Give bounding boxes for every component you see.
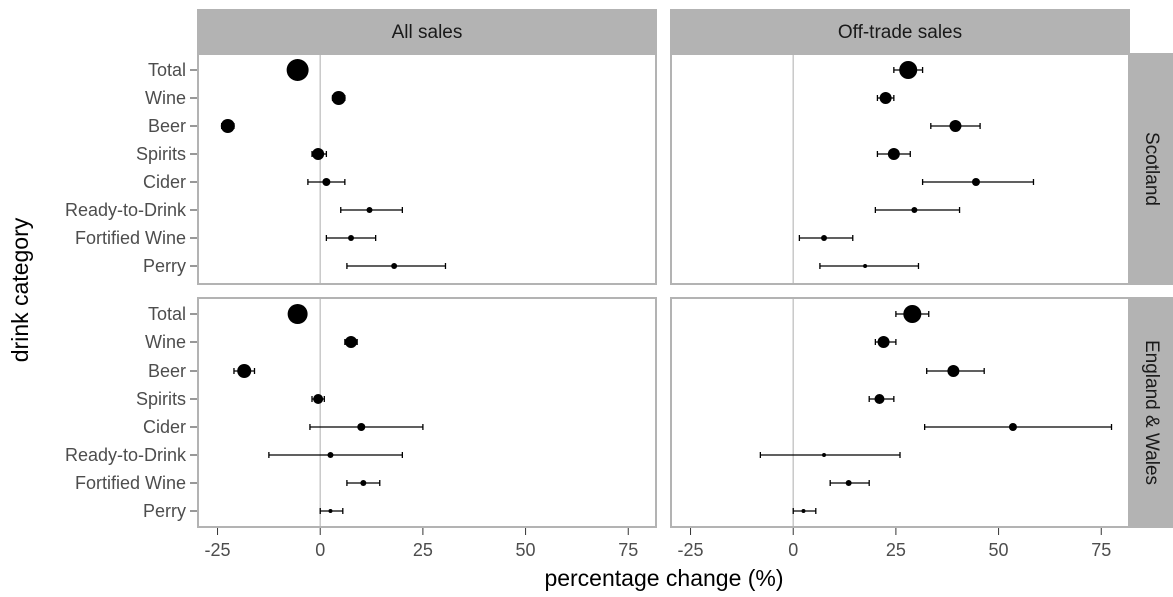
- point-beer: [237, 364, 252, 378]
- point-fortified-wine: [360, 480, 367, 486]
- point-fortified-wine: [845, 480, 852, 486]
- column-strip-all-sales: [197, 9, 657, 53]
- point-perry: [863, 264, 868, 268]
- point-ready-to-drink: [911, 207, 918, 213]
- y-tick-label-fortified-wine: Fortified Wine: [75, 228, 186, 248]
- point-spirits: [313, 394, 324, 404]
- panel-off-trade-sales-england-and-wales: [670, 297, 1130, 528]
- point-beer: [949, 120, 962, 132]
- ci-whisker-ready-to-drink: [759, 452, 901, 458]
- panel-border: [197, 53, 657, 285]
- y-tick-label-beer: Beer: [148, 116, 186, 136]
- row-strip-england-and-wales: [1130, 297, 1173, 528]
- y-tick-label-cider: Cider: [143, 172, 186, 192]
- y-tick-label-beer: Beer: [148, 361, 186, 381]
- point-fortified-wine: [348, 235, 355, 241]
- point-wine: [877, 336, 890, 348]
- ci-whisker-cider: [309, 424, 424, 430]
- panel-border: [670, 53, 1130, 285]
- point-cider: [322, 178, 331, 186]
- point-spirits: [312, 148, 325, 160]
- point-spirits: [887, 148, 900, 160]
- ci-whisker-perry: [819, 263, 920, 269]
- point-perry: [328, 509, 333, 513]
- facet-panels: [197, 53, 1130, 528]
- y-tick-label-fortified-wine: Fortified Wine: [75, 473, 186, 493]
- ci-whisker-ready-to-drink: [268, 452, 404, 458]
- point-ready-to-drink: [327, 452, 334, 458]
- point-spirits: [874, 394, 885, 404]
- point-beer: [947, 365, 960, 377]
- y-tick-label-perry: Perry: [143, 256, 186, 276]
- point-cider: [971, 178, 980, 186]
- x-tick-label: 0: [788, 540, 798, 560]
- y-tick-label-wine: Wine: [145, 88, 186, 108]
- y-tick-label-ready-to-drink: Ready-to-Drink: [65, 445, 187, 465]
- y-tick-label-spirits: Spirits: [136, 144, 186, 164]
- point-wine: [331, 91, 346, 105]
- row-strip-scotland: [1130, 53, 1173, 285]
- x-tick-label: -25: [678, 540, 704, 560]
- point-wine: [879, 92, 892, 104]
- column-strip-off-trade-sales: [670, 9, 1130, 53]
- panel-all-sales-england-and-wales: [197, 297, 657, 528]
- x-axis-ticks: -25 0 25 50 75 -25 0 25 50 75: [205, 528, 1111, 560]
- y-tick-label-wine: Wine: [145, 332, 186, 352]
- point-fortified-wine: [821, 235, 828, 241]
- point-ready-to-drink: [366, 207, 373, 213]
- x-tick-label: 0: [315, 540, 325, 560]
- row-strip-label-scotland: Scotland: [1141, 132, 1162, 206]
- point-cider: [357, 423, 366, 431]
- point-beer: [220, 119, 235, 133]
- x-tick-label: 25: [413, 540, 433, 560]
- column-strip-label-all-sales: All sales: [392, 22, 463, 43]
- y-tick-label-cider: Cider: [143, 417, 186, 437]
- y-tick-label-total: Total: [148, 304, 186, 324]
- ci-whisker-ready-to-drink: [874, 207, 961, 213]
- point-perry: [391, 263, 398, 269]
- x-tick-label: 75: [1091, 540, 1111, 560]
- panel-border: [197, 297, 657, 528]
- column-strip-label-off-trade-sales: Off-trade sales: [838, 22, 962, 43]
- facet-strips: All sales Off-trade sales Scotland England …: [197, 9, 1173, 528]
- point-total: [899, 61, 918, 79]
- x-tick-label: -25: [205, 540, 231, 560]
- point-total: [286, 59, 309, 81]
- ci-whisker-cider: [923, 424, 1113, 430]
- panel-border: [670, 297, 1130, 528]
- y-tick-label-ready-to-drink: Ready-to-Drink: [65, 200, 187, 220]
- point-total: [287, 304, 308, 324]
- y-tick-label-spirits: Spirits: [136, 389, 186, 409]
- y-axis-title: drink category: [7, 217, 33, 362]
- x-axis-title: percentage change (%): [544, 565, 783, 591]
- panel-all-sales-scotland: [197, 53, 657, 285]
- x-tick-label: 50: [989, 540, 1009, 560]
- point-ready-to-drink: [822, 453, 827, 457]
- y-tick-label-total: Total: [148, 60, 186, 80]
- point-total: [903, 305, 922, 323]
- panel-off-trade-sales-scotland: [670, 53, 1130, 285]
- x-tick-label: 25: [886, 540, 906, 560]
- y-axis-tick-labels: Total Wine Beer Spirits Cider Ready-to-Drink F…: [65, 60, 197, 521]
- y-tick-label-perry: Perry: [143, 501, 186, 521]
- row-strip-label-england-and-wales: England & Wales: [1141, 340, 1162, 485]
- point-wine: [345, 336, 358, 348]
- x-tick-label: 75: [618, 540, 638, 560]
- point-cider: [1008, 423, 1017, 431]
- point-perry: [801, 509, 806, 513]
- x-tick-label: 50: [516, 540, 536, 560]
